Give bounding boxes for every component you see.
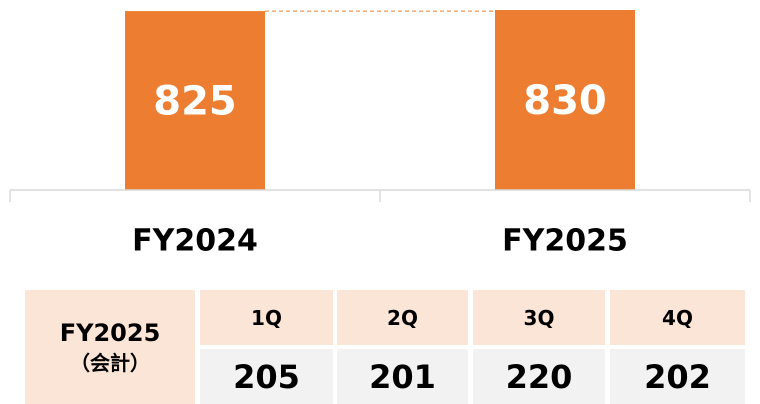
row-header-title: FY2025 xyxy=(59,318,161,347)
column-header: 1Q xyxy=(200,290,333,345)
value-label: 830 xyxy=(523,78,607,124)
column-header: 4Q xyxy=(610,290,745,345)
table-value: 201 xyxy=(337,349,468,404)
chart: 825 FY2024 830 FY2025 xyxy=(9,10,751,259)
x-tick-label: FY2025 xyxy=(502,224,628,259)
bar xyxy=(495,10,635,190)
column-header: 3Q xyxy=(473,290,605,345)
column-header: 2Q xyxy=(337,290,468,345)
row-header: FY2025 （会計） xyxy=(25,290,195,404)
value-label: 825 xyxy=(153,79,237,125)
bar xyxy=(125,11,265,191)
table-value: 220 xyxy=(473,349,605,404)
x-tick-label: FY2024 xyxy=(132,224,258,259)
table-value: 205 xyxy=(200,349,333,404)
row-header-sub: （会計） xyxy=(70,350,150,375)
table-value: 202 xyxy=(610,349,745,404)
